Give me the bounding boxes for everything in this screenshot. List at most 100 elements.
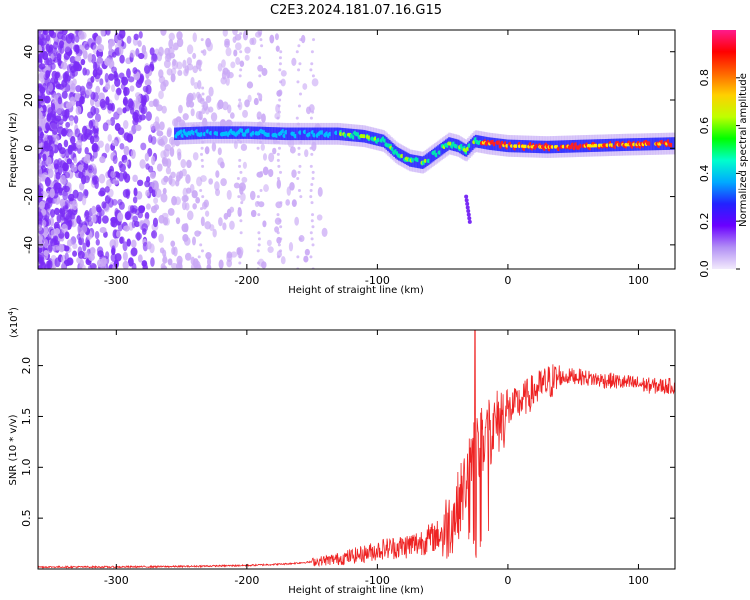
noise-speck: [100, 30, 106, 37]
streak-dot: [278, 68, 282, 72]
streak-dot: [256, 92, 260, 96]
streak-dot: [276, 158, 280, 162]
noise-speck: [226, 69, 231, 79]
ridge-band: [288, 127, 291, 141]
noise-speck: [160, 193, 168, 203]
noise-speck: [291, 169, 297, 178]
colorbar-tick-label: 0.4: [698, 165, 711, 183]
spectrogram-x-tick-label: -200: [234, 274, 259, 287]
noise-speck: [263, 184, 269, 193]
noise-speck: [182, 187, 188, 197]
noise-speck: [244, 54, 250, 61]
noise-speck: [240, 143, 248, 152]
noise-speck: [170, 262, 178, 269]
streak-dot: [201, 92, 205, 96]
noise-speck: [167, 46, 175, 55]
noise-speck: [56, 105, 62, 115]
noise-speck: [126, 238, 132, 247]
noise-speck: [158, 90, 164, 100]
noise-speck: [138, 205, 145, 214]
noise-speck: [95, 69, 103, 76]
noise-speck: [39, 131, 45, 139]
noise-speck: [147, 165, 154, 173]
noise-speck: [41, 160, 46, 168]
noise-speck: [233, 49, 238, 57]
noise-speck: [69, 70, 75, 79]
streak-dot: [201, 164, 205, 168]
noise-speck: [304, 149, 309, 158]
noise-speck: [122, 241, 128, 252]
noise-speck: [72, 250, 78, 257]
noise-speck: [93, 107, 100, 115]
streak-dot: [309, 116, 313, 120]
snr-y-tick-label: 1.0: [20, 459, 33, 477]
noise-speck: [151, 180, 157, 190]
noise-speck: [123, 159, 130, 166]
noise-speck: [185, 174, 191, 184]
noise-speck: [114, 253, 122, 262]
noise-speck: [99, 156, 106, 164]
noise-speck: [38, 125, 43, 132]
noise-speck: [129, 49, 136, 58]
streak-dot: [310, 183, 314, 187]
noise-speck: [99, 78, 104, 86]
noise-speck: [208, 106, 214, 113]
streak-dot: [309, 146, 313, 150]
noise-speck: [39, 51, 44, 60]
ridge-band: [302, 127, 306, 141]
noise-speck: [202, 101, 209, 111]
noise-speck: [81, 174, 87, 185]
noise-speck: [98, 190, 106, 197]
noise-speck: [129, 85, 135, 92]
noise-speck: [235, 57, 241, 65]
noise-speck: [162, 187, 167, 195]
noise-speck: [79, 95, 85, 105]
noise-speck: [132, 118, 139, 126]
noise-speck: [106, 179, 112, 189]
noise-speck: [92, 165, 98, 176]
noise-speck: [56, 213, 62, 224]
noise-speck: [44, 77, 51, 87]
noise-speck: [73, 115, 79, 124]
noise-speck: [222, 222, 227, 231]
noise-speck: [125, 189, 130, 200]
noise-speck: [46, 57, 53, 66]
tail-dot: [465, 201, 470, 206]
noise-speck: [137, 211, 144, 219]
noise-speck: [239, 60, 245, 67]
streak-dot: [256, 195, 260, 199]
noise-speck: [44, 264, 50, 269]
ridge-band: [336, 127, 340, 141]
colorbar-tick-label: 0.6: [698, 117, 711, 135]
noise-speck: [79, 182, 85, 191]
ridge-band: [430, 149, 434, 163]
snr-x-tick-label: 0: [504, 574, 511, 587]
noise-speck: [74, 34, 80, 43]
noise-speck: [117, 127, 125, 135]
noise-speck: [186, 44, 194, 55]
noise-speck: [49, 110, 56, 121]
snr-y-tick-label: 1.5: [20, 408, 33, 426]
noise-speck: [170, 73, 176, 83]
noise-speck: [187, 210, 194, 221]
noise-speck: [63, 109, 70, 120]
noise-speck: [222, 30, 228, 37]
noise-speck: [47, 244, 53, 252]
spectrogram-x-label: Height of straight line (km): [288, 285, 424, 296]
noise-speck: [108, 41, 113, 52]
spectrogram-x-tick-label: 100: [628, 274, 649, 287]
streak-dot: [198, 68, 202, 72]
ridge-band: [651, 137, 655, 151]
noise-speck: [274, 33, 279, 41]
ridge-band: [211, 126, 215, 139]
noise-speck: [135, 232, 142, 240]
noise-speck: [53, 159, 60, 168]
noise-speck: [135, 124, 142, 132]
noise-speck: [45, 198, 53, 209]
noise-speck: [138, 31, 143, 39]
noise-speck: [197, 93, 203, 103]
noise-speck: [67, 144, 73, 155]
noise-speck: [170, 171, 176, 179]
noise-speck: [261, 113, 266, 124]
noise-speck: [46, 113, 51, 121]
